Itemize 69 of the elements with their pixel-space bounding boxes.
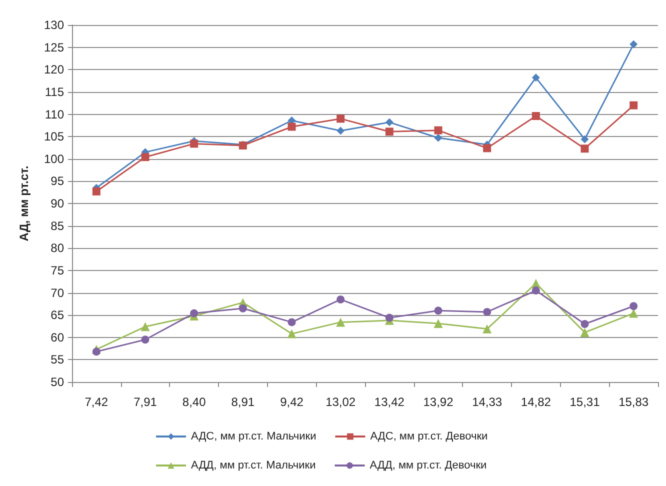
y-tick-label: 130 bbox=[44, 18, 64, 32]
x-tick-label: 7,42 bbox=[84, 395, 108, 409]
point bbox=[140, 322, 150, 332]
point bbox=[287, 329, 296, 338]
point bbox=[434, 126, 442, 134]
y-tick-label: 115 bbox=[44, 84, 64, 99]
point bbox=[482, 324, 492, 334]
x-tick-label: 9,42 bbox=[280, 395, 304, 409]
x-tick-label: 13,02 bbox=[326, 395, 356, 409]
point bbox=[92, 187, 100, 196]
point bbox=[483, 308, 492, 316]
legend-label: АДС, мм рт.ст. Мальчики bbox=[191, 430, 316, 442]
x-tick-label: 13,92 bbox=[423, 395, 454, 409]
point bbox=[630, 40, 638, 48]
point bbox=[385, 314, 394, 322]
point bbox=[532, 286, 540, 295]
x-tick-label: 15,31 bbox=[570, 395, 600, 409]
y-tick-label: 75 bbox=[50, 263, 64, 278]
y-tick-label: 90 bbox=[50, 196, 64, 210]
point bbox=[580, 320, 589, 328]
point bbox=[532, 74, 540, 82]
point bbox=[630, 302, 638, 310]
legend-label: АДД, мм рт.ст. Мальчики bbox=[191, 460, 316, 472]
point bbox=[336, 318, 346, 327]
y-tick-label: 60 bbox=[50, 330, 64, 344]
x-tick-label: 15,83 bbox=[618, 395, 649, 409]
x-tick-label: 8,91 bbox=[231, 395, 255, 409]
point bbox=[141, 153, 150, 162]
y-tick-label: 70 bbox=[50, 286, 64, 300]
point bbox=[336, 295, 345, 304]
y-tick-label: 65 bbox=[50, 308, 64, 322]
y-tick-label: 85 bbox=[50, 218, 64, 233]
x-tick-label: 13,42 bbox=[374, 395, 405, 409]
point bbox=[238, 304, 247, 312]
x-tick-label: 14,33 bbox=[472, 395, 502, 409]
x-tick-label: 8,40 bbox=[182, 395, 206, 409]
x-tick-label: 7,91 bbox=[134, 395, 158, 409]
y-tick-label: 120 bbox=[44, 62, 64, 77]
point bbox=[385, 118, 394, 126]
point bbox=[580, 328, 590, 337]
point bbox=[580, 135, 589, 144]
point bbox=[141, 336, 150, 344]
point bbox=[288, 318, 296, 326]
point bbox=[336, 114, 345, 123]
y-tick-label: 55 bbox=[50, 352, 64, 367]
y-tick-label: 100 bbox=[44, 152, 64, 166]
point bbox=[190, 140, 198, 148]
legend-label: АДС, мм рт.ст. Девочки bbox=[370, 430, 488, 442]
point bbox=[532, 112, 540, 120]
point bbox=[385, 128, 394, 136]
legend-label: АДД, мм рт.ст. Девочки bbox=[370, 460, 487, 472]
point bbox=[630, 101, 638, 110]
point bbox=[434, 319, 443, 328]
point bbox=[336, 126, 345, 135]
point bbox=[190, 309, 198, 318]
y-tick-label: 105 bbox=[44, 130, 64, 144]
point bbox=[434, 306, 442, 315]
y-tick-label: 50 bbox=[50, 375, 64, 389]
y-tick-label: 125 bbox=[44, 40, 64, 54]
point bbox=[434, 134, 442, 142]
y-tick-label: 95 bbox=[50, 174, 64, 188]
point bbox=[483, 144, 492, 152]
y-tick-label: 110 bbox=[44, 107, 64, 122]
y-tick-label: 80 bbox=[50, 241, 64, 256]
y-axis-title: АД, мм рт.ст. bbox=[17, 166, 31, 242]
x-tick-label: 14,82 bbox=[520, 395, 552, 409]
point bbox=[92, 348, 100, 356]
point bbox=[288, 122, 296, 131]
point bbox=[580, 144, 589, 153]
